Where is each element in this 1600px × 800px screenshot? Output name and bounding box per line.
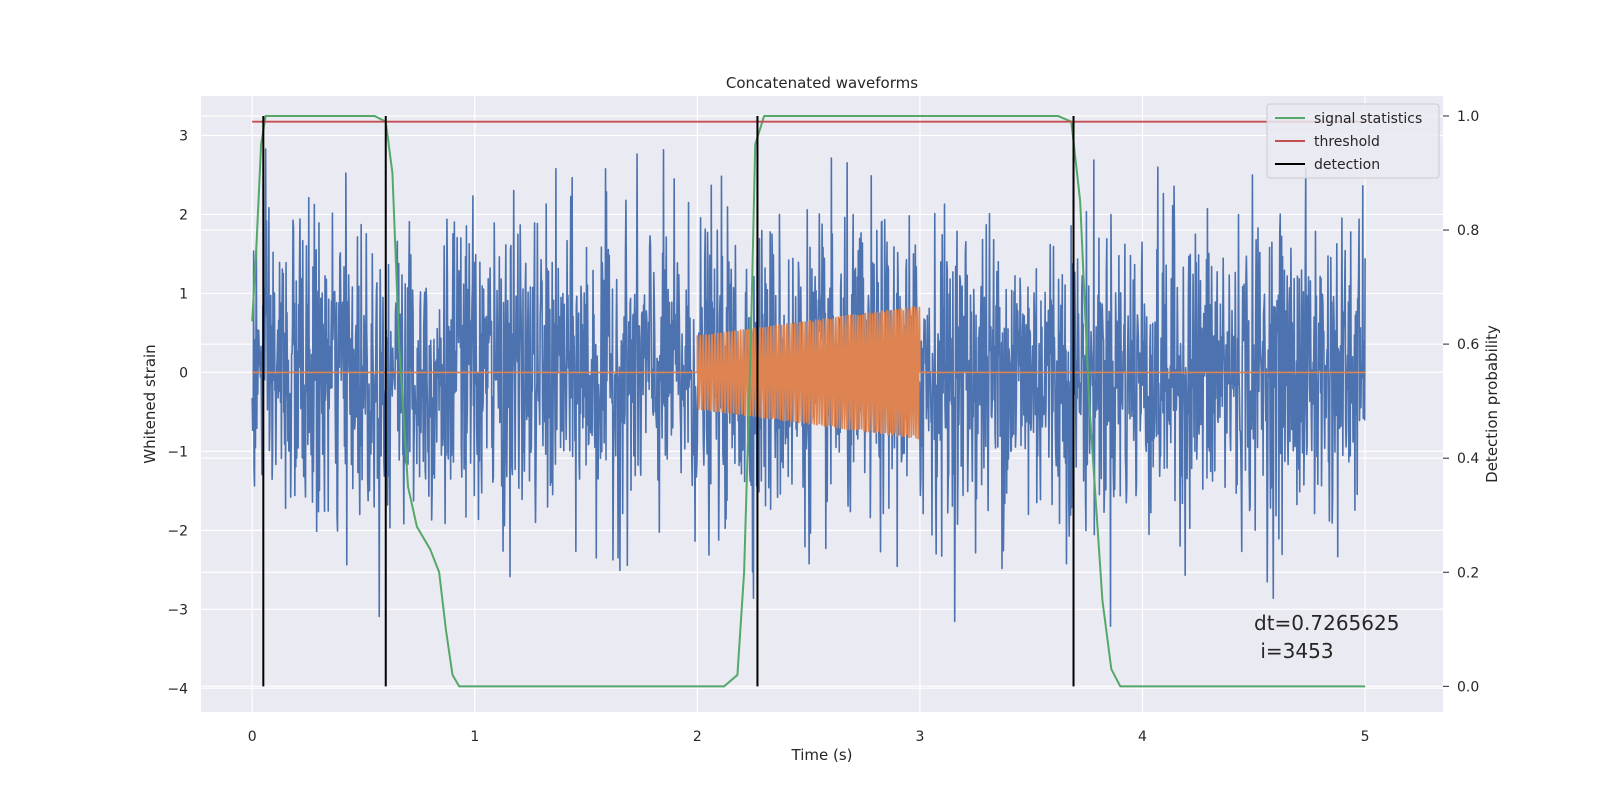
signal-statistics-series bbox=[251, 114, 1366, 688]
legend-label-2: detection bbox=[1314, 157, 1380, 173]
x-axis-label: Time (s) bbox=[791, 746, 853, 764]
y-tick-label: 1 bbox=[179, 286, 188, 302]
y-tick-label: 3 bbox=[179, 128, 188, 144]
y-axis-label: Whitened strain bbox=[141, 344, 159, 463]
y-right-tick-label: 0.4 bbox=[1457, 451, 1479, 467]
legend-label-1: threshold bbox=[1314, 134, 1380, 150]
y-right-tick-label: 0.0 bbox=[1457, 679, 1479, 695]
waveform-series bbox=[252, 306, 1366, 440]
y-right-tick-label: 1.0 bbox=[1457, 109, 1479, 125]
x-tick-label: 3 bbox=[915, 729, 924, 745]
strain-series bbox=[251, 148, 1366, 627]
x-tick-label: 0 bbox=[248, 729, 257, 745]
y-axis-right-label: Detection probability bbox=[1483, 325, 1501, 483]
ticks: 0 1 2 3 4 5 −4 −3 −2 −1 0 1 2 3 0.0 0.2 0.4 0.6 0.8 1.0 bbox=[167, 109, 1479, 745]
x-tick-label: 5 bbox=[1361, 729, 1370, 745]
strain-line bbox=[251, 148, 1366, 627]
y-tick-label: −1 bbox=[167, 444, 188, 460]
y-tick-label: 0 bbox=[179, 365, 188, 381]
y-right-tick-label: 0.8 bbox=[1457, 223, 1479, 239]
y-tick-label: −4 bbox=[167, 681, 188, 697]
legend: signal statistics threshold detection bbox=[1266, 103, 1440, 179]
legend-label-0: signal statistics bbox=[1314, 111, 1422, 127]
y-tick-label: 2 bbox=[179, 207, 188, 223]
x-tick-label: 1 bbox=[470, 729, 479, 745]
y-tick-label: −3 bbox=[167, 602, 188, 618]
x-tick-label: 4 bbox=[1138, 729, 1147, 745]
waveform-line bbox=[252, 306, 1366, 440]
y-right-tick-label: 0.2 bbox=[1457, 565, 1479, 581]
y-right-tick-label: 0.6 bbox=[1457, 337, 1479, 353]
annotation-dt: dt=0.7265625 bbox=[1254, 611, 1399, 635]
detection-series bbox=[262, 115, 1075, 687]
chart-title: Concatenated waveforms bbox=[726, 74, 918, 92]
x-tick-label: 2 bbox=[693, 729, 702, 745]
annotation-i: i=3453 bbox=[1254, 639, 1334, 663]
y-tick-label: −2 bbox=[167, 523, 188, 539]
legend-box bbox=[1266, 103, 1440, 179]
signal-statistics-line bbox=[251, 114, 1366, 688]
